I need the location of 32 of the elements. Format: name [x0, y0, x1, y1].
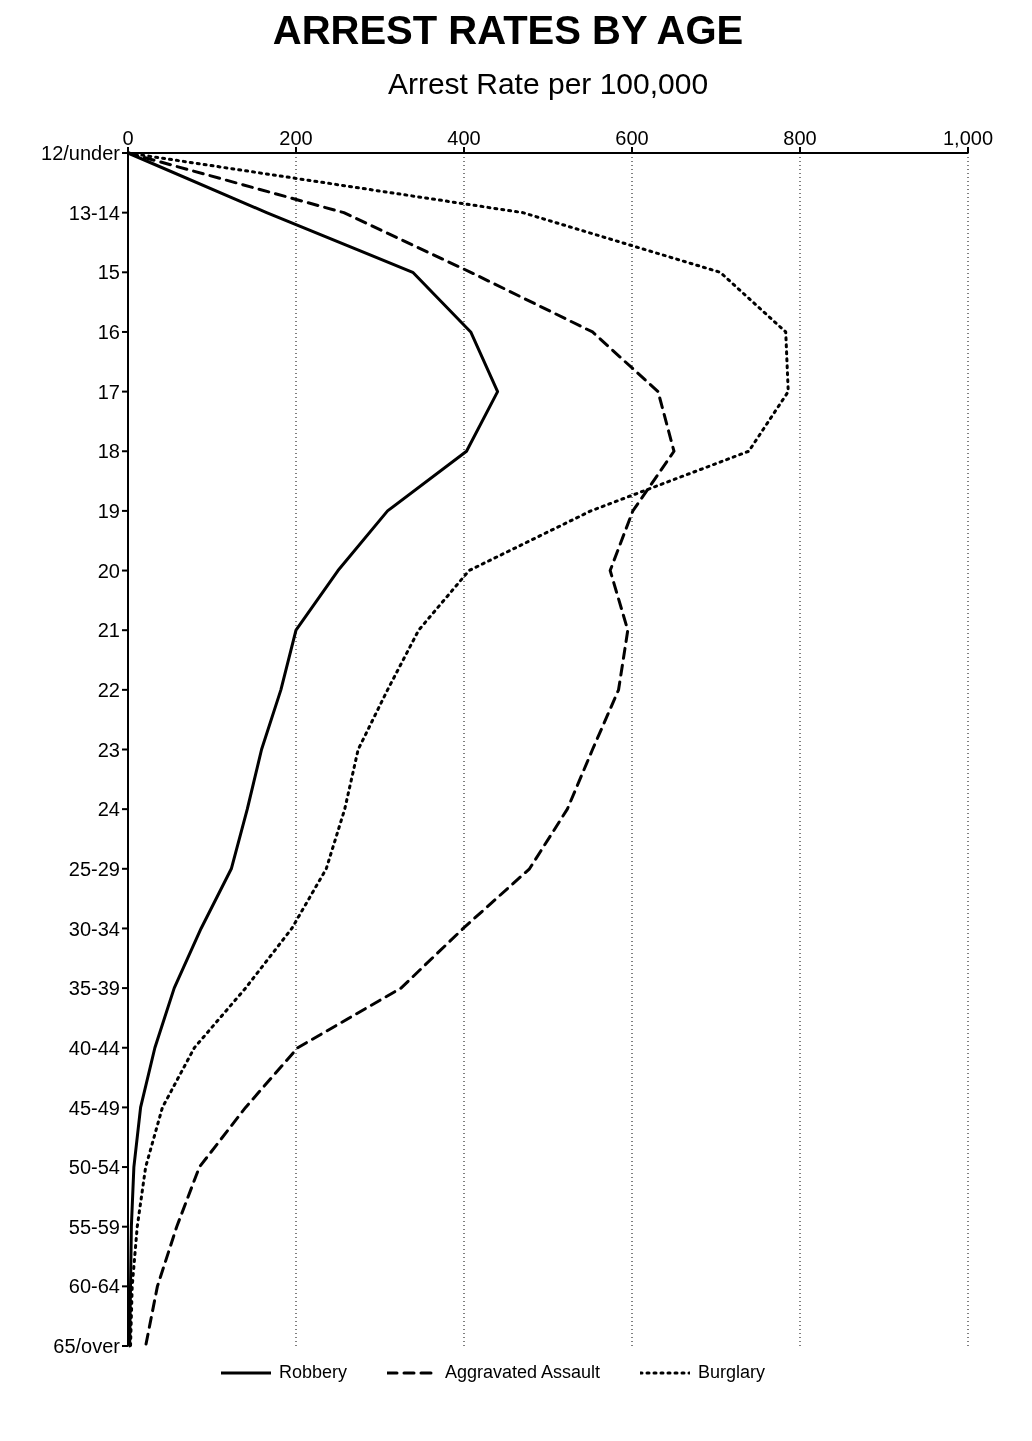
y-tick-label: 17: [97, 380, 120, 403]
y-tick-label: 40-44: [68, 1036, 120, 1059]
y-tick-label: 13-14: [68, 201, 120, 224]
y-tick-label: 18: [97, 440, 120, 463]
y-tick-label: 21: [97, 619, 120, 642]
y-tick-label: 12/under: [41, 142, 121, 165]
y-tick-label: 24: [97, 798, 120, 821]
x-tick-label: 200: [279, 127, 313, 149]
y-tick-label: 50-54: [68, 1156, 120, 1179]
legend-label: Robbery: [278, 1362, 347, 1383]
y-tick-label: 23: [97, 738, 120, 761]
x-tick-label: 1,000: [942, 127, 994, 149]
legend-label: Aggravated Assault: [444, 1362, 601, 1383]
y-tick-label: 25-29: [68, 857, 120, 880]
y-tick-label: 35-39: [68, 977, 120, 1000]
y-tick-label: 65/over: [53, 1335, 121, 1358]
y-tick-label: 45-49: [68, 1096, 120, 1119]
y-tick-label: 20: [97, 559, 120, 582]
legend-label: Burglary: [698, 1362, 766, 1383]
y-tick-label: 60-64: [68, 1275, 120, 1298]
chart-title: ARREST RATES BY AGE: [271, 8, 745, 53]
x-tick-label: 400: [447, 127, 481, 149]
y-tick-label: 15: [97, 261, 120, 284]
y-tick-label: 30-34: [68, 917, 120, 940]
y-tick-label: 22: [97, 678, 120, 701]
x-axis-title: Arrest Rate per 100,000: [387, 67, 709, 101]
y-tick-label: 19: [97, 500, 120, 522]
y-tick-label: 55-59: [68, 1215, 120, 1238]
y-tick-label: 16: [97, 321, 120, 344]
x-tick-label: 800: [783, 127, 817, 149]
x-tick-label: 600: [615, 127, 649, 149]
x-tick-label: 0: [122, 127, 134, 149]
